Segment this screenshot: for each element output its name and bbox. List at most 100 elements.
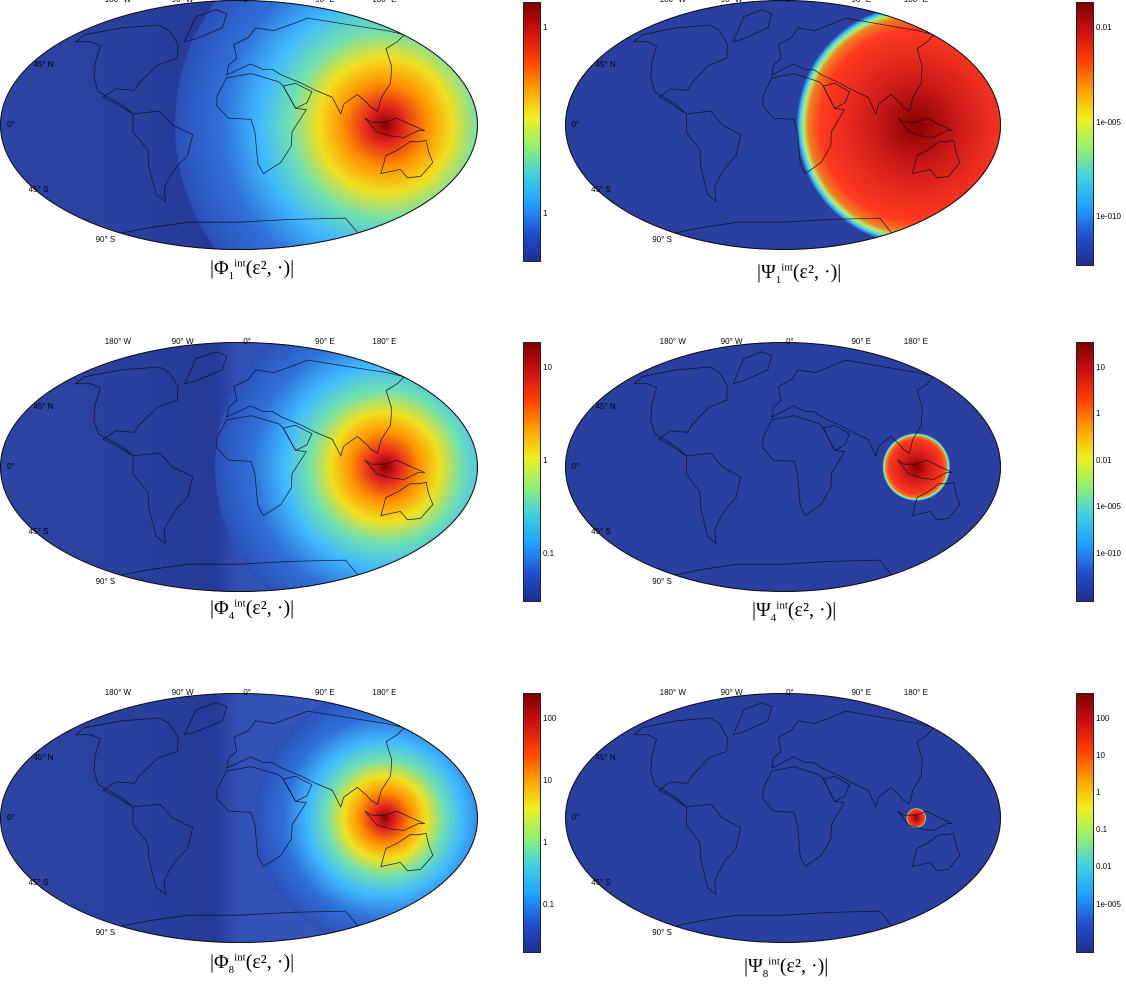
colorbar	[1076, 693, 1094, 953]
coastline-south-america	[132, 803, 194, 896]
latitude-label: 90° S	[652, 235, 672, 244]
coastline-north-america	[74, 24, 179, 115]
colorbar	[523, 693, 541, 953]
longitude-label: 180° W	[104, 337, 132, 346]
panel-caption: |Φ1int(ε², ·)|	[210, 258, 294, 282]
colorbar	[1076, 2, 1094, 266]
panel-caption: |Ψ4int(ε², ·)|	[752, 600, 836, 624]
latitude-label: 90° S	[95, 928, 116, 937]
caption-symbol: |Ψ	[744, 955, 763, 977]
caption-argument: (ε², ·)|	[779, 955, 829, 977]
map-panel-psi4: 180° W 90° W 0° 90° E 180° E 45° N 0° 45° S 90° …	[565, 338, 1001, 592]
coastline-south-america	[685, 110, 742, 203]
coastline-europe-asia	[771, 710, 935, 809]
field-intensity	[175, 0, 478, 250]
coastline-greenland	[732, 351, 773, 385]
coastline-australia	[911, 481, 961, 521]
latitude-label: 45° N	[595, 402, 616, 411]
coastline-arabia	[822, 424, 851, 451]
coastline-antarctica	[119, 559, 359, 576]
coastline-europe-asia	[226, 710, 406, 808]
longitude-label: 90° E	[315, 337, 335, 346]
world-map	[565, 0, 1001, 250]
latitude-label: 90° S	[652, 928, 672, 937]
coastline-north-america	[633, 24, 728, 115]
longitude-label: 0°	[786, 688, 794, 697]
coastline-australia	[380, 139, 434, 179]
latitude-label: 45° S	[28, 878, 49, 887]
caption-subscript: 4	[228, 610, 235, 622]
longitude-label: 0°	[243, 337, 251, 346]
coastline-europe-asia	[226, 359, 406, 457]
colorbar	[523, 2, 541, 262]
caption-superscript: int	[234, 597, 246, 610]
caption-symbol: |Φ	[210, 951, 229, 973]
coastline-north-america	[74, 366, 179, 457]
colorbar-tick-label: 1	[1096, 409, 1101, 419]
caption-symbol: |Ψ	[757, 261, 776, 283]
map-border	[565, 0, 1001, 250]
longitude-label: 90° E	[315, 688, 335, 697]
latitude-label: 0°	[7, 462, 15, 471]
caption-argument: (ε², ·)|	[245, 597, 295, 619]
caption-superscript: int	[776, 599, 788, 612]
latitude-label: 90° S	[95, 235, 116, 244]
map-border	[0, 0, 478, 250]
coastline-australia	[911, 139, 961, 179]
coastline-europe-asia	[771, 17, 935, 116]
coastline-australia	[911, 832, 961, 872]
caption-argument: (ε², ·)|	[245, 951, 295, 973]
caption-symbol: |Ψ	[752, 599, 771, 621]
coastline-south-america	[132, 110, 194, 203]
world-map	[565, 693, 1001, 943]
longitude-label: 0°	[786, 0, 794, 4]
caption-subscript: 1	[228, 270, 235, 282]
latitude-label: 45° S	[591, 527, 611, 536]
colorbar-tick-label: 0.01	[1096, 455, 1112, 465]
colorbar-tick-label: 10	[543, 775, 552, 785]
colorbar-tick-label: 1	[543, 455, 548, 465]
colorbar-tick-label: 1e-005	[1096, 502, 1121, 512]
caption-superscript: int	[781, 261, 793, 274]
coastline-antarctica	[119, 910, 359, 927]
colorbar-tick-label: 1e-005	[1096, 117, 1121, 127]
longitude-label: 90° W	[171, 337, 194, 346]
coastline-indonesia	[364, 459, 425, 480]
latitude-label: 0°	[7, 813, 15, 822]
longitude-label: 90° W	[720, 337, 743, 346]
colorbar-tick-label: 1e-005	[1096, 899, 1121, 909]
longitude-label: 180° E	[903, 688, 928, 697]
colorbar-tick-label: 10	[1096, 362, 1105, 372]
coastline-greenland	[183, 351, 228, 385]
caption-superscript: int	[768, 955, 780, 968]
caption-symbol: |Φ	[210, 257, 229, 279]
map-border	[565, 693, 1001, 943]
coastline-greenland	[183, 702, 228, 736]
field-intensity	[215, 342, 478, 592]
caption-subscript: 8	[228, 964, 235, 976]
map-panel-phi1: 180° W 90° W 0° 90° E 180° E 45° N 0° 45° S 90° …	[0, 0, 478, 250]
coastline-antarctica	[674, 559, 893, 576]
latitude-label: 0°	[571, 120, 580, 129]
coastline-africa	[216, 766, 307, 868]
latitude-label: 45° N	[33, 402, 54, 411]
coastline-africa	[216, 415, 307, 517]
latitude-label: 45° N	[595, 60, 616, 69]
coastline-australia	[380, 481, 434, 521]
latitude-label: 45° N	[33, 60, 54, 69]
longitude-label: 180° W	[105, 0, 131, 4]
coastline-indonesia	[364, 810, 425, 831]
latitude-label: 0°	[571, 813, 580, 822]
map-panel-phi8: 180° W 90° W 0° 90° E 180° E 45° N 0° 45° S 90° …	[0, 689, 478, 943]
coastline-arabia	[282, 82, 313, 109]
latitude-label: 45° S	[28, 527, 49, 536]
coastline-antarctica	[674, 217, 893, 234]
field-intensity	[255, 693, 478, 943]
longitude-label: 180° E	[372, 0, 396, 4]
latitude-label: 45° S	[591, 185, 611, 194]
longitude-label: 180° W	[660, 0, 686, 4]
coastline-south-america	[685, 452, 742, 545]
map-panel-psi8: 180° W 90° W 0° 90° E 180° E 45° N 0° 45° S 90° …	[565, 689, 1001, 943]
latitude-label: 45° S	[591, 878, 611, 887]
panel-caption: |Ψ8int(ε², ·)|	[744, 956, 828, 980]
